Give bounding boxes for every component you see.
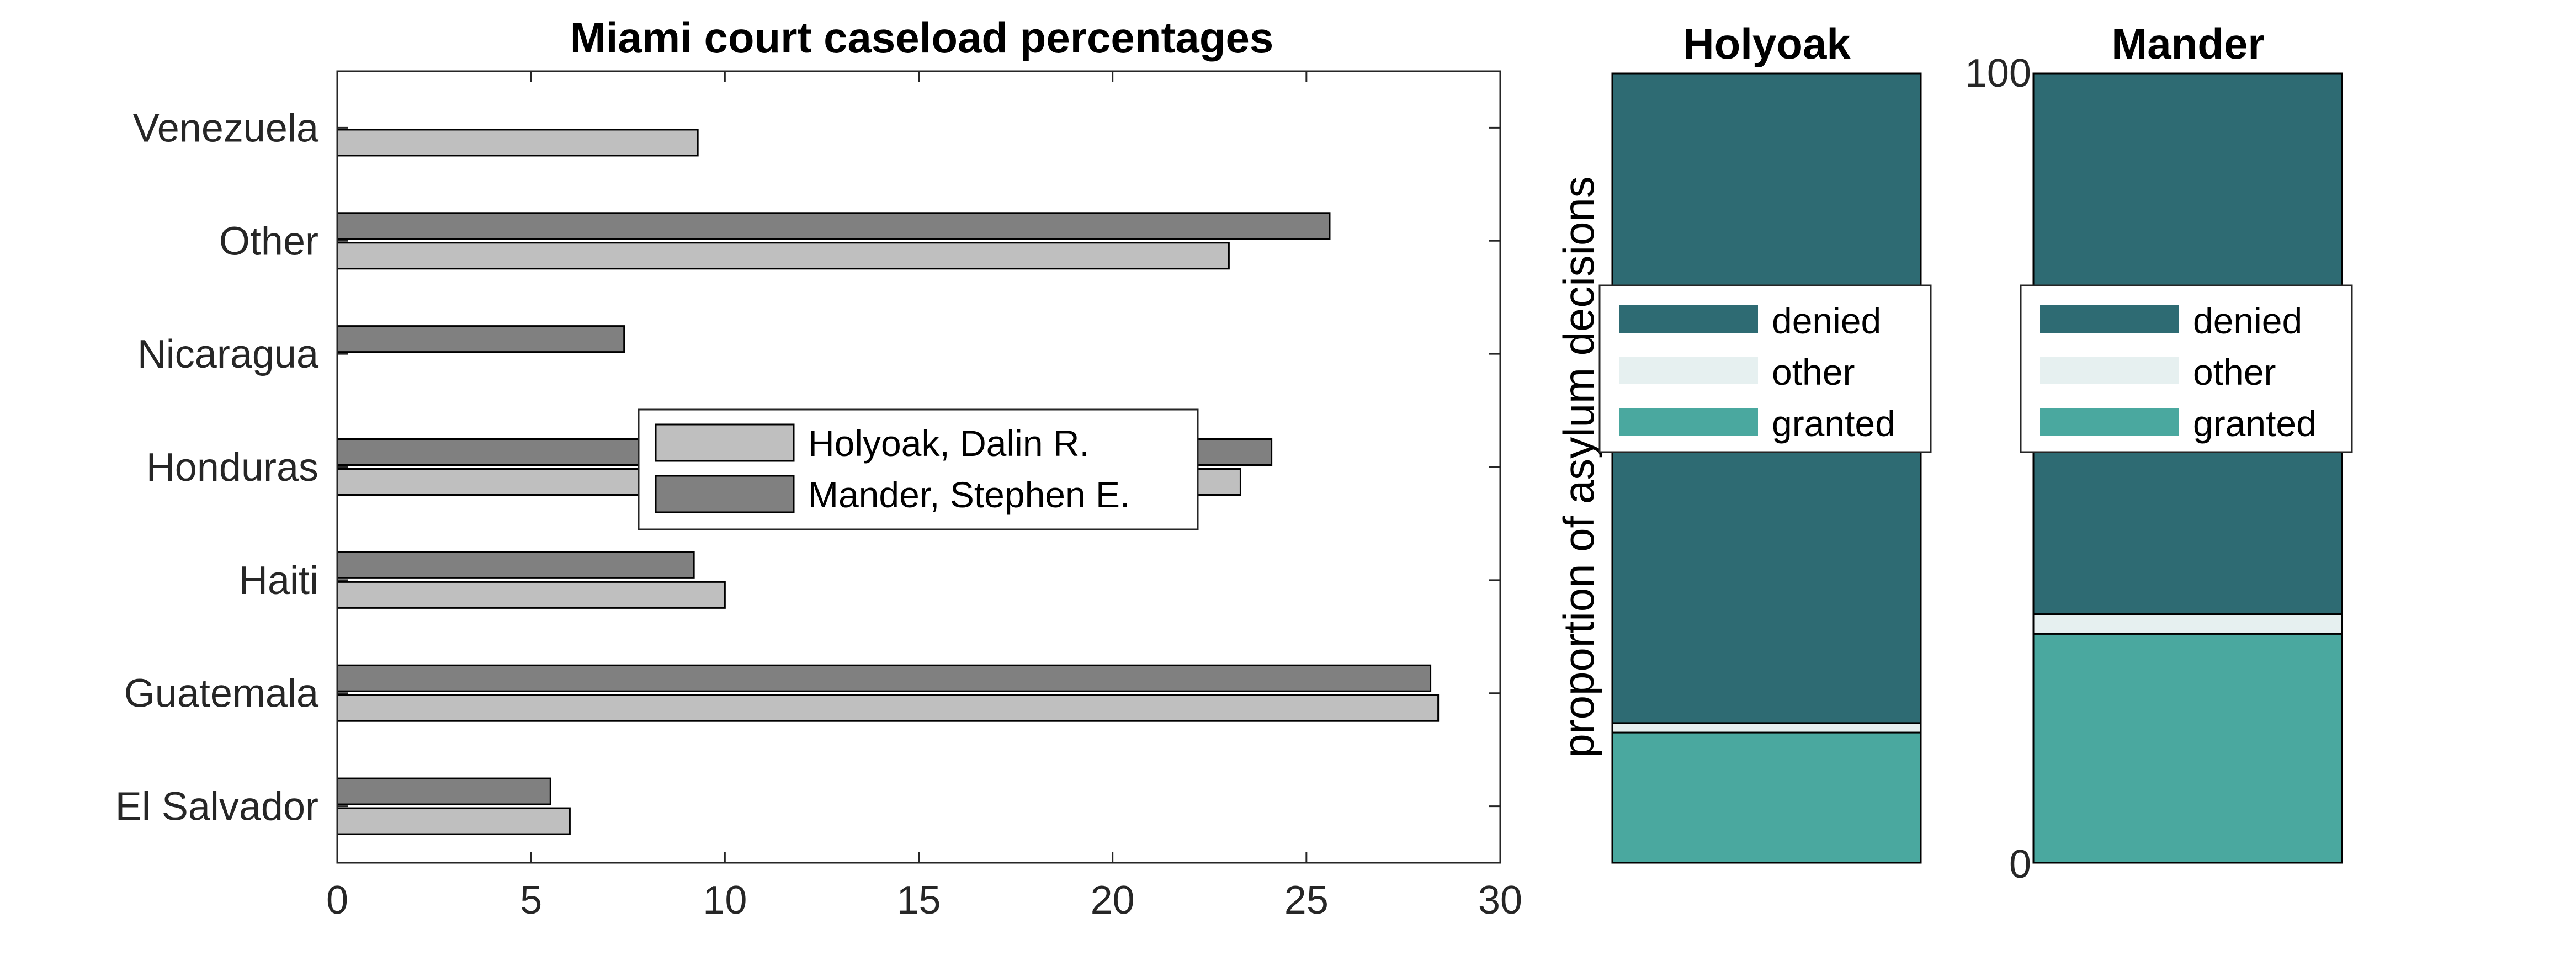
segment-granted: [2032, 633, 2343, 864]
bar-mander: [336, 325, 625, 353]
mander-legend-swatch-other: [2040, 357, 2179, 384]
segment-other: [1611, 722, 1922, 734]
bar-mander: [336, 664, 1432, 692]
bar-mander: [336, 551, 695, 579]
x-tick-label: 0: [326, 878, 348, 922]
bar-holyoak: [336, 694, 1440, 722]
panel-frame: [1611, 72, 1922, 864]
mander-panel-title: Mander: [2111, 19, 2264, 68]
y-tick-label: Venezuela: [133, 106, 319, 150]
x-tick-label: 25: [1284, 878, 1329, 922]
bar-legend: Holyoak, Dalin R. Mander, Stephen E.: [638, 408, 1199, 530]
bar-plot-frame: [336, 70, 1501, 864]
mander-legend-swatch-denied: [2040, 305, 2179, 333]
panel-frame: [2032, 72, 2343, 864]
mander-legend-swatch-granted: [2040, 408, 2179, 436]
holyoak-legend-swatch-other: [1619, 357, 1758, 384]
bar-holyoak: [336, 807, 571, 835]
bar-holyoak: [336, 242, 1230, 270]
segment-other: [2032, 613, 2343, 635]
x-tick-label: 20: [1091, 878, 1135, 922]
mander-legend: denied other granted: [2020, 284, 2353, 453]
holyoak-legend: denied other granted: [1598, 284, 1932, 453]
x-tick-label: 15: [896, 878, 941, 922]
y-tick-label: Guatemala: [124, 672, 319, 716]
legend-swatch-mander: [655, 475, 795, 513]
holyoak-legend-swatch-granted: [1619, 408, 1758, 436]
bar-mander: [336, 777, 551, 805]
y-tick-label: Nicaragua: [137, 332, 319, 376]
y-tick-label: Haiti: [239, 559, 318, 603]
holyoak-legend-swatch-denied: [1619, 305, 1758, 333]
x-tick-label: 10: [703, 878, 747, 922]
holyoak-panel-title: Holyoak: [1683, 19, 1851, 68]
legend-swatch-holyoak: [655, 423, 795, 462]
x-tick-label: 30: [1478, 878, 1522, 922]
legend-label-mander: Mander, Stephen E.: [808, 474, 1130, 515]
chart-title: Miami court caseload percentages: [570, 13, 1273, 62]
caseload-chart: Miami court caseload percentages 0 5 10 15 2…: [115, 13, 1522, 922]
legend-label-holyoak: Holyoak, Dalin R.: [808, 423, 1090, 464]
mander-legend-granted: granted: [2193, 403, 2317, 444]
x-tick-label: 5: [520, 878, 542, 922]
y-axis-label: proportion of asylum decisions: [1554, 176, 1603, 758]
bar-holyoak: [336, 129, 699, 157]
mander-legend-other: other: [2193, 352, 2276, 392]
bar-mander: [336, 212, 1331, 240]
x-tick-labels: 0 5 10 15 20 25 30: [326, 878, 1522, 922]
mander-legend-denied: denied: [2193, 300, 2302, 341]
holyoak-legend-granted: granted: [1772, 403, 1895, 444]
y-tick-labels: Venezuela Other Nicaragua Honduras Haiti Guat…: [115, 106, 319, 829]
holyoak-legend-other: other: [1772, 352, 1855, 392]
y-tick-label-100: 100: [1965, 51, 2031, 95]
y-tick-label: Honduras: [146, 445, 318, 490]
segment-granted: [1611, 731, 1922, 864]
y-tick-label: Other: [219, 219, 318, 263]
y-tick-label-0: 0: [2009, 842, 2031, 887]
bar-holyoak: [336, 581, 726, 609]
y-tick-label: El Salvador: [115, 785, 318, 829]
asylum-decisions-chart: proportion of asylum decisions Holyoak M…: [1554, 19, 2353, 887]
holyoak-legend-denied: denied: [1772, 300, 1881, 341]
